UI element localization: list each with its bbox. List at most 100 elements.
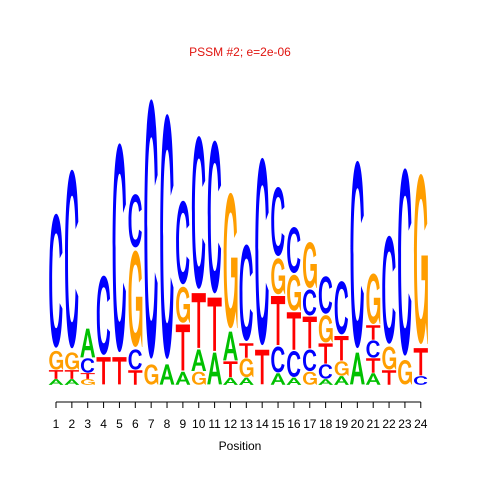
letter-C-pos-23-1 — [398, 168, 412, 356]
letter-T-pos-13-2 — [239, 343, 254, 358]
letter-C-pos-11-2 — [207, 140, 222, 294]
letter-C-pos-8-1 — [160, 114, 174, 359]
x-tick-label-3: 3 — [84, 417, 91, 431]
letter-C-pos-6-3 — [128, 194, 142, 248]
letter-A-pos-11-0 — [207, 352, 222, 385]
letter-A-pos-16-0 — [286, 377, 302, 385]
letter-A-pos-15-0 — [270, 373, 286, 385]
x-tick-label-1: 1 — [53, 417, 60, 431]
letter-C-pos-24-0 — [414, 376, 428, 385]
letter-T-pos-18-2 — [318, 343, 333, 364]
letter-A-pos-8-0 — [159, 364, 175, 385]
x-tick-label-7: 7 — [148, 417, 155, 431]
letter-G-pos-15-3 — [271, 258, 286, 295]
letter-T-pos-19-2 — [334, 336, 349, 361]
letter-T-pos-3-1 — [80, 373, 95, 379]
letter-C-pos-16-4 — [287, 226, 301, 274]
letter-T-pos-1-1 — [48, 370, 64, 379]
x-tick-label-10: 10 — [192, 417, 206, 431]
letter-T-pos-6-0 — [128, 370, 143, 385]
letter-T-pos-11-1 — [207, 297, 222, 351]
x-tick-label-20: 20 — [351, 417, 365, 431]
letter-G-pos-6-2 — [128, 250, 143, 347]
letter-G-pos-18-3 — [318, 315, 333, 343]
letter-A-pos-12-0 — [223, 377, 238, 385]
letter-A-pos-13-0 — [238, 377, 254, 385]
x-tick-label-14: 14 — [256, 417, 270, 431]
letter-T-pos-22-0 — [381, 370, 397, 385]
letter-G-pos-10-0 — [191, 371, 206, 385]
letter-C-pos-15-4 — [271, 186, 285, 257]
letter-G-pos-2-2 — [65, 352, 79, 370]
x-axis-label: Position — [219, 439, 262, 453]
x-tick-label-12: 12 — [224, 417, 238, 431]
letter-A-pos-9-0 — [175, 371, 191, 385]
letter-C-pos-10-3 — [191, 136, 206, 289]
letter-C-pos-13-3 — [239, 244, 253, 341]
letter-T-pos-16-2 — [286, 312, 301, 350]
x-tick-label-23: 23 — [398, 417, 412, 431]
letter-G-pos-1-2 — [49, 350, 64, 370]
letter-A-pos-20-0 — [349, 352, 365, 385]
letter-G-pos-7-0 — [144, 364, 159, 385]
letter-C-pos-5-1 — [112, 143, 126, 353]
letter-C-pos-6-1 — [128, 349, 142, 370]
letter-T-pos-24-1 — [413, 348, 428, 376]
letter-G-pos-9-2 — [176, 286, 190, 323]
letter-A-pos-19-0 — [334, 376, 349, 385]
x-tick-label-13: 13 — [240, 417, 254, 431]
letter-T-pos-9-1 — [175, 324, 190, 371]
letter-G-pos-23-0 — [398, 360, 413, 385]
x-tick-label-24: 24 — [414, 417, 428, 431]
letter-A-pos-12-2 — [223, 331, 238, 361]
x-tick-label-19: 19 — [335, 417, 349, 431]
letter-C-pos-18-1 — [318, 364, 333, 379]
letter-C-pos-16-1 — [287, 351, 301, 377]
letter-T-pos-15-2 — [270, 296, 286, 345]
letter-G-pos-16-3 — [287, 274, 301, 311]
letter-T-pos-10-2 — [191, 293, 206, 348]
letter-C-pos-20-1 — [350, 160, 364, 349]
x-tick-label-21: 21 — [367, 417, 381, 431]
letter-C-pos-17-1 — [302, 349, 317, 372]
letter-C-pos-1-3 — [49, 213, 63, 348]
letter-T-pos-17-2 — [302, 316, 317, 349]
letter-G-pos-17-0 — [302, 371, 317, 385]
letter-G-pos-13-1 — [239, 358, 254, 378]
letter-C-pos-3-2 — [80, 358, 95, 373]
x-tick-label-9: 9 — [180, 417, 187, 431]
chart-title: PSSM #2; e=2e-06 — [189, 45, 291, 59]
x-tick-label-6: 6 — [132, 417, 139, 431]
letter-C-pos-15-1 — [271, 346, 285, 373]
letter-G-pos-12-3 — [223, 192, 238, 329]
x-tick-label-18: 18 — [319, 417, 333, 431]
letter-G-pos-22-1 — [382, 346, 397, 370]
x-tick-label-15: 15 — [271, 417, 285, 431]
letter-C-pos-4-1 — [96, 275, 111, 355]
letter-G-pos-21-4 — [366, 273, 381, 324]
letter-C-pos-7-1 — [144, 99, 158, 359]
letter-C-pos-21-2 — [366, 340, 380, 358]
letter-C-pos-22-2 — [382, 235, 396, 344]
x-tick-label-22: 22 — [382, 417, 396, 431]
letter-C-pos-18-4 — [318, 276, 333, 314]
letter-T-pos-5-0 — [112, 357, 127, 385]
x-tick-label-11: 11 — [208, 417, 221, 431]
letter-A-pos-1-0 — [48, 379, 64, 385]
letter-C-pos-9-3 — [176, 200, 190, 285]
letter-T-pos-4-0 — [96, 357, 111, 385]
x-tick-label-4: 4 — [100, 417, 107, 431]
x-tick-label-16: 16 — [287, 417, 301, 431]
letter-G-pos-17-4 — [302, 241, 317, 289]
letter-A-pos-10-1 — [191, 349, 207, 372]
letter-T-pos-21-3 — [366, 325, 381, 340]
letter-stacks — [48, 99, 428, 385]
letter-C-pos-17-3 — [302, 289, 317, 316]
letter-G-pos-3-0 — [80, 379, 95, 385]
letter-C-pos-2-3 — [65, 169, 79, 349]
x-tick-label-8: 8 — [164, 417, 171, 431]
letter-G-pos-19-1 — [334, 361, 349, 376]
letter-A-pos-18-0 — [318, 379, 334, 385]
